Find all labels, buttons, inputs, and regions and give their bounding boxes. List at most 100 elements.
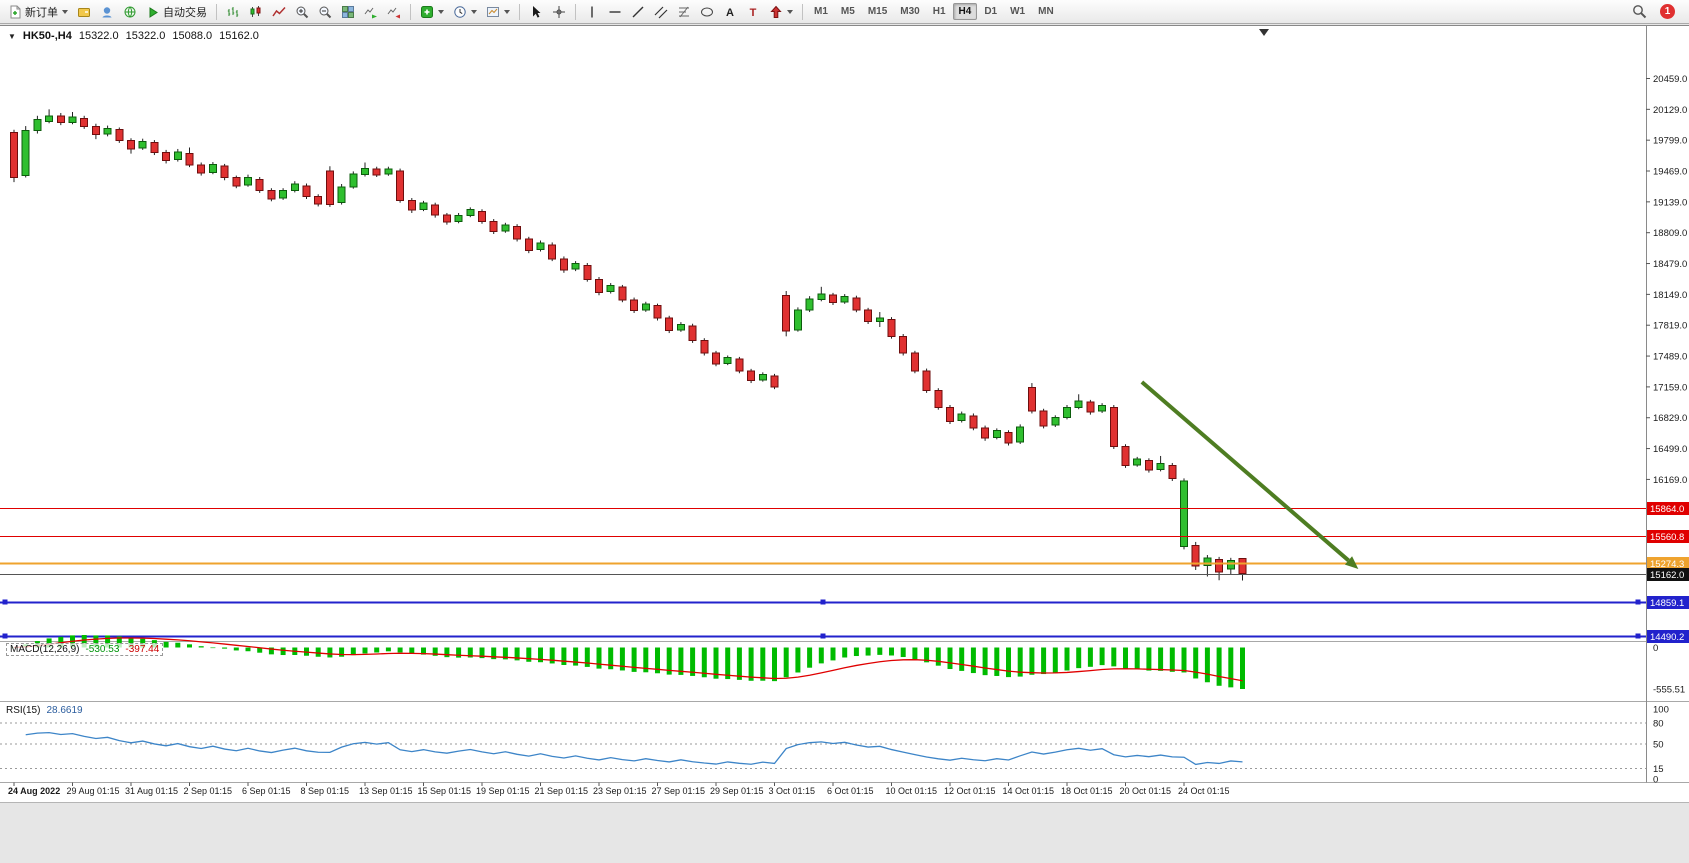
candle [934,390,943,408]
add-indicator-button[interactable] [416,2,448,22]
new-order-button[interactable]: 新订单 [4,2,72,22]
timeframe-h4[interactable]: H4 [952,3,978,20]
chart-shift-button[interactable] [383,2,405,22]
candle [1016,426,1025,443]
price-line-label [1647,557,1689,570]
line-chart-button[interactable] [268,2,290,22]
horizontal-line-button[interactable] [604,2,626,22]
arrows-button[interactable] [765,2,797,22]
vertical-line-icon [591,6,593,17]
candle [840,295,849,303]
tile-windows-button[interactable] [337,2,359,22]
chart-title: ▼ HK50-,H4 15322.0 15322.0 15088.0 15162… [8,30,259,42]
text-button[interactable]: A [719,2,741,22]
cursor-icon [533,5,541,18]
rsi-label[interactable]: RSI(15) 28.6619 [6,705,83,716]
chart-menu-icon[interactable]: ▼ [8,31,16,41]
candle [969,415,978,429]
chart-area[interactable]: 20459.0 20129.0 19799.0 19469.0 19139.0 18809… [0,25,1689,803]
svg-text:0: 0 [1653,775,1658,786]
timeframe-w1[interactable]: W1 [1010,6,1026,17]
chart-shift-marker-icon[interactable] [1259,29,1269,36]
line-handle[interactable] [820,633,826,639]
timeframe-m1[interactable]: M1 [814,6,828,17]
candle [992,430,1001,438]
candle [208,164,217,173]
timeframe-h1[interactable]: H1 [932,6,946,17]
timeframe-m30[interactable]: M30 [900,6,920,17]
wallet-button[interactable] [73,2,95,22]
macd-label[interactable]: MACD(12,26,9) -530.53 -397.44 [6,643,164,656]
candle [910,352,919,372]
fibonacci-button[interactable] [673,2,695,22]
bar-chart-button[interactable] [222,2,244,22]
notification-badge[interactable]: 1 [1660,4,1675,19]
periods-button[interactable] [449,2,481,22]
candle [349,173,358,188]
channel-button[interactable] [650,2,672,22]
cursor-button[interactable] [525,2,547,22]
svg-text:15 Sep 01:15: 15 Sep 01:15 [418,786,472,796]
channel-icon [654,6,668,18]
text-icon: A [726,7,734,19]
fibonacci-icon [679,6,689,17]
timeframe-mn[interactable]: MN [1038,6,1054,17]
svg-text:3 Oct 01:15: 3 Oct 01:15 [769,786,816,796]
ellipse-icon [701,7,713,16]
svg-text:15274.3: 15274.3 [1650,559,1684,570]
time-axis[interactable]: 24 Aug 2022 29 Aug 01:15 31 Aug 01:15 2 Sep… [8,782,1230,797]
candle [1238,558,1247,575]
line-handle[interactable] [2,633,8,639]
line-handle[interactable] [2,599,8,605]
candle [56,115,65,123]
search-button[interactable] [1628,2,1651,22]
line-handle[interactable] [1635,633,1641,639]
text-label-button[interactable]: T [742,2,764,22]
candle [700,340,709,354]
support-button[interactable] [96,2,118,22]
candle [1004,432,1013,444]
price-axis[interactable]: 20459.0 20129.0 19799.0 19469.0 19139.0 18809… [1646,74,1687,786]
candle [875,317,884,322]
play-icon [149,6,158,18]
candle [957,413,966,422]
trendline-icon [632,6,644,17]
candle [1086,401,1095,413]
candle [478,211,486,222]
crosshair-button[interactable] [548,2,570,22]
svg-text:19469.0: 19469.0 [1653,167,1687,178]
chart-canvas[interactable]: 20459.0 20129.0 19799.0 19469.0 19139.0 18809… [0,26,1689,803]
new-order-label: 新订单 [25,6,58,19]
zoom-in-icon [296,6,309,18]
line-handle[interactable] [1635,599,1641,605]
candle [981,427,990,439]
timeframe-m5[interactable]: M5 [840,6,855,17]
vertical-line-button[interactable] [581,2,603,22]
candle [1133,458,1142,466]
community-button[interactable] [119,2,141,22]
candle [793,309,802,331]
zoom-in-button[interactable] [291,2,313,22]
macd-value: -530.53 [85,644,120,655]
timeframe-d1[interactable]: D1 [984,6,998,17]
candle [1063,406,1071,419]
candle [33,119,42,132]
svg-text:27 Sep 01:15: 27 Sep 01:15 [652,786,706,796]
auto-trading-button[interactable]: 自动交易 [142,2,211,22]
chart-shift-icon [387,7,400,18]
svg-text:18149.0: 18149.0 [1653,290,1687,301]
timeframe-m15[interactable]: M15 [867,6,888,17]
candle [489,220,498,233]
candle [454,214,463,222]
trend-arrow[interactable] [1140,380,1359,569]
trendline-button[interactable] [627,2,649,22]
candlestick-chart-button[interactable] [245,2,267,22]
zoom-out-button[interactable] [314,2,336,22]
shapes-button[interactable] [696,2,718,22]
caret-down-icon [504,9,510,14]
candle [770,375,779,388]
auto-scroll-button[interactable] [360,2,382,22]
line-handle[interactable] [820,599,826,605]
templates-button[interactable] [482,2,514,22]
